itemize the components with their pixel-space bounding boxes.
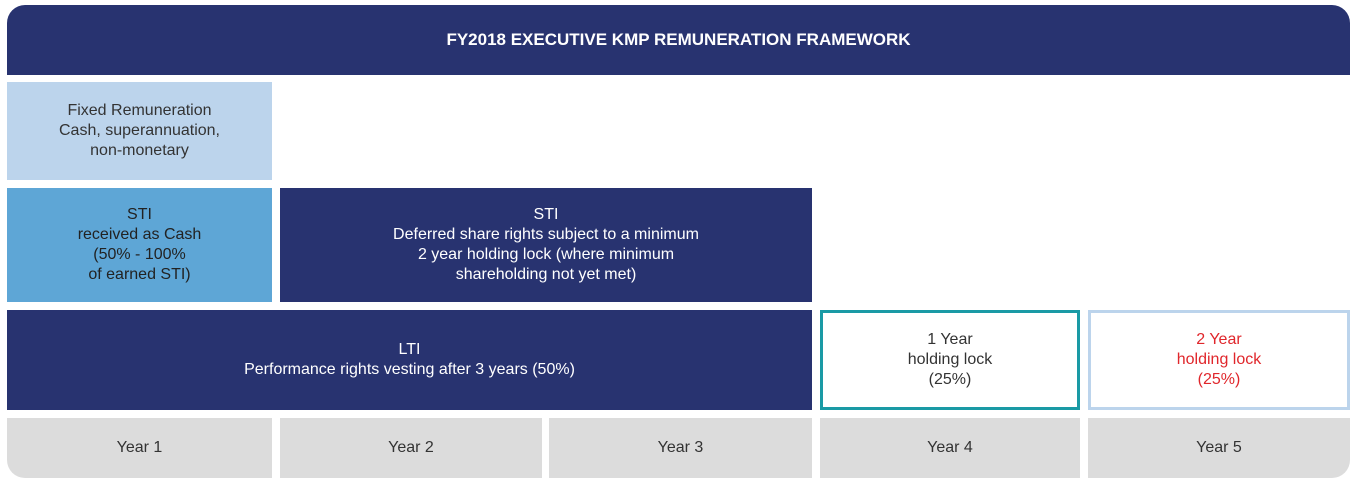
year-cell: Year 1 xyxy=(7,418,272,478)
year-cell: Year 4 xyxy=(820,418,1080,478)
block-text: shareholding not yet met) xyxy=(455,266,637,283)
lti: LTI Performance rights vesting after 3 ye… xyxy=(7,310,812,410)
block-text: received as Cash xyxy=(77,226,202,243)
block-text: STI xyxy=(533,206,559,223)
block-text: non-monetary xyxy=(90,142,189,159)
title: FY2018 EXECUTIVE KMP REMUNERATION FRAMEW… xyxy=(446,30,911,49)
header: FY2018 EXECUTIVE KMP REMUNERATION FRAMEW… xyxy=(7,5,1350,75)
block-text: LTI xyxy=(398,341,421,358)
block-text: of earned STI) xyxy=(88,266,191,283)
block-text: (25%) xyxy=(1197,371,1241,388)
block-text: (50% - 100% xyxy=(93,246,186,263)
block-text: holding lock xyxy=(1176,351,1262,368)
year-cell: Year 5 xyxy=(1088,418,1350,478)
block-text: Fixed Remuneration xyxy=(67,102,212,119)
holding-lock-2-year: 2 Year holding lock (25%) xyxy=(1088,310,1350,410)
block-text: 1 Year xyxy=(927,331,973,348)
year-cell: Year 2 xyxy=(280,418,542,478)
year-cell: Year 3 xyxy=(549,418,812,478)
block-text: Deferred share rights subject to a minim… xyxy=(393,226,699,243)
sti-deferred: STI Deferred share rights subject to a mi… xyxy=(280,188,812,302)
block-text: 2 Year xyxy=(1196,331,1242,348)
block-text: holding lock xyxy=(907,351,993,368)
block-text: Cash, superannuation, xyxy=(59,122,220,139)
block-text: STI xyxy=(127,206,152,223)
block-text: Performance rights vesting after 3 years… xyxy=(244,361,575,378)
sti-cash: STI received as Cash (50% - 100% of earned … xyxy=(7,188,272,302)
block-text: 2 year holding lock (where minimum xyxy=(417,246,675,263)
block-text: (25%) xyxy=(928,371,972,388)
fixed-remuneration: Fixed Remuneration Cash, superannuation, n… xyxy=(7,82,272,180)
holding-lock-1-year: 1 Year holding lock (25%) xyxy=(820,310,1080,410)
